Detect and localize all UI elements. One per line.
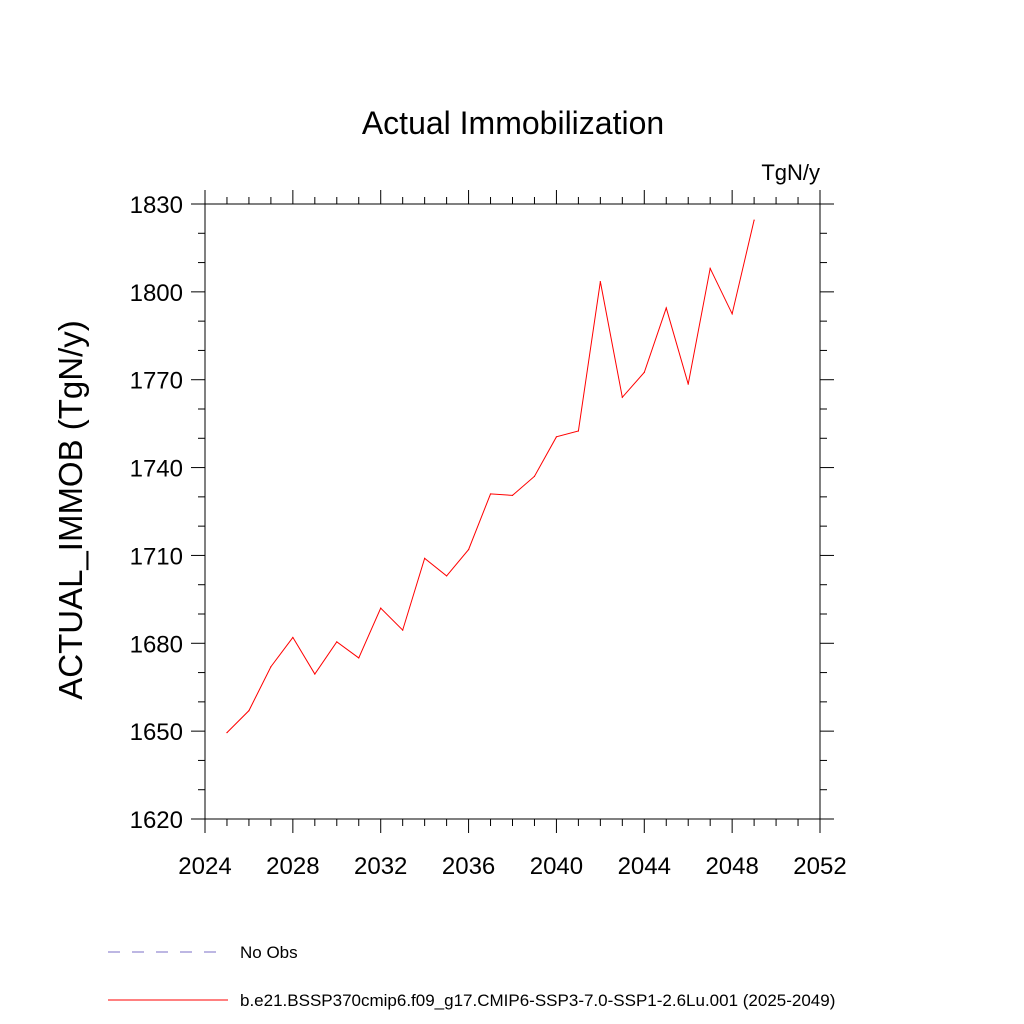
y-axis-label: ACTUAL_IMMOB (TgN/y) bbox=[52, 320, 89, 700]
data-point bbox=[687, 383, 689, 385]
data-point bbox=[336, 641, 338, 643]
data-point bbox=[292, 636, 294, 639]
data-point bbox=[248, 710, 250, 712]
y-tick-label: 1680 bbox=[130, 631, 183, 658]
data-point bbox=[555, 436, 558, 438]
y-tick-label: 1770 bbox=[130, 368, 183, 395]
data-point bbox=[467, 548, 470, 551]
x-tick-label: 2044 bbox=[618, 853, 671, 880]
x-tick-label: 2040 bbox=[530, 853, 583, 880]
chart-title: Actual Immobilization bbox=[362, 105, 664, 141]
data-point bbox=[314, 673, 316, 675]
data-point bbox=[731, 313, 733, 315]
data-point bbox=[402, 629, 404, 631]
minor-ticks bbox=[198, 197, 827, 826]
data-point bbox=[599, 281, 601, 283]
x-tick-label: 2032 bbox=[354, 853, 407, 880]
legend-label-no-obs: No Obs bbox=[240, 943, 298, 962]
data-point bbox=[753, 219, 755, 221]
y-tick-label: 1710 bbox=[130, 543, 183, 570]
data-point bbox=[621, 396, 623, 398]
x-tick-label: 2024 bbox=[178, 853, 231, 880]
x-tick-label: 2048 bbox=[705, 853, 758, 880]
data-point bbox=[424, 557, 426, 559]
data-point bbox=[577, 430, 579, 432]
y-tick-label: 1830 bbox=[130, 192, 183, 219]
data-point bbox=[226, 732, 228, 734]
data-point bbox=[380, 607, 382, 609]
x-tick-label: 2052 bbox=[793, 853, 846, 880]
series-lines bbox=[226, 219, 755, 734]
y-tick-label: 1740 bbox=[130, 456, 183, 483]
legend: No Obs b.e21.BSSP370cmip6.f09_g17.CMIP6-… bbox=[108, 943, 835, 1010]
data-point bbox=[270, 666, 272, 668]
plot-frame bbox=[204, 203, 821, 820]
data-point bbox=[489, 493, 492, 495]
y-axis: 1620 1650 1680 1710 1740 1770 1800 1830 bbox=[130, 192, 834, 834]
data-point bbox=[643, 371, 645, 373]
y-tick-label: 1620 bbox=[130, 807, 183, 834]
x-axis: 2024 2028 2032 2036 2040 2044 2048 2052 bbox=[178, 190, 847, 880]
data-point bbox=[533, 475, 536, 477]
data-point bbox=[511, 494, 514, 496]
x-tick-label: 2036 bbox=[442, 853, 495, 880]
y-tick-label: 1650 bbox=[130, 719, 183, 746]
data-point bbox=[358, 657, 360, 659]
data-point bbox=[665, 307, 667, 309]
legend-label-model: b.e21.BSSP370cmip6.f09_g17.CMIP6-SSP3-7.… bbox=[240, 991, 835, 1010]
data-point bbox=[709, 267, 711, 270]
series-line bbox=[226, 219, 755, 733]
y-tick-label: 1800 bbox=[130, 280, 183, 307]
data-point bbox=[446, 575, 448, 577]
units-label: TgN/y bbox=[761, 160, 820, 185]
x-tick-label: 2028 bbox=[266, 853, 319, 880]
